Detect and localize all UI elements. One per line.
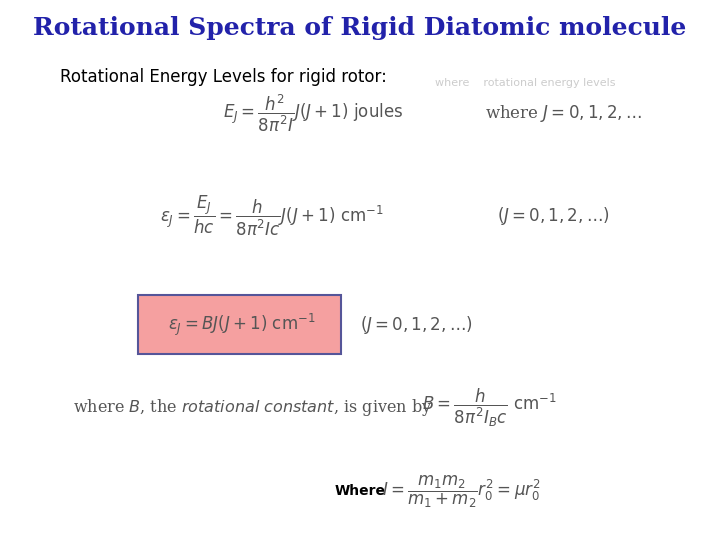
Text: $E_J = \dfrac{h^2}{8\pi^2 I} J(J + 1) \mathrm{\ joules}$: $E_J = \dfrac{h^2}{8\pi^2 I} J(J + 1) \m… bbox=[222, 93, 403, 134]
FancyBboxPatch shape bbox=[138, 295, 341, 354]
Text: $(J = 0, 1, 2, \ldots)$: $(J = 0, 1, 2, \ldots)$ bbox=[498, 205, 611, 227]
Text: Rotational Spectra of Rigid Diatomic molecule: Rotational Spectra of Rigid Diatomic mol… bbox=[33, 16, 687, 40]
Text: $B = \dfrac{h}{8\pi^2 I_B c} \mathrm{\ cm}^{-1}$: $B = \dfrac{h}{8\pi^2 I_B c} \mathrm{\ c… bbox=[423, 387, 557, 429]
Text: where $B$, the $\mathit{rotational\ constant}$, is given by: where $B$, the $\mathit{rotational\ cons… bbox=[73, 397, 432, 418]
Text: $\varepsilon_J = \dfrac{E_J}{hc} = \dfrac{h}{8\pi^2 Ic} J(J + 1) \mathrm{\ cm}^{: $\varepsilon_J = \dfrac{E_J}{hc} = \dfra… bbox=[160, 194, 384, 238]
Text: $\varepsilon_J = BJ(J + 1) \mathrm{\ cm}^{-1}$: $\varepsilon_J = BJ(J + 1) \mathrm{\ cm}… bbox=[168, 312, 315, 338]
Text: where    rotational energy levels: where rotational energy levels bbox=[435, 78, 616, 89]
Text: $(J = 0, 1, 2, \ldots)$: $(J = 0, 1, 2, \ldots)$ bbox=[360, 314, 473, 335]
Text: $I = \dfrac{m_1 m_2}{m_1 + m_2} r_0^2 = \mu r_0^2$: $I = \dfrac{m_1 m_2}{m_1 + m_2} r_0^2 = … bbox=[382, 473, 541, 510]
Text: Rotational Energy Levels for rigid rotor:: Rotational Energy Levels for rigid rotor… bbox=[60, 68, 387, 85]
Text: where $J = 0, 1, 2, \ldots$: where $J = 0, 1, 2, \ldots$ bbox=[485, 103, 642, 124]
Text: Where: Where bbox=[335, 484, 386, 498]
